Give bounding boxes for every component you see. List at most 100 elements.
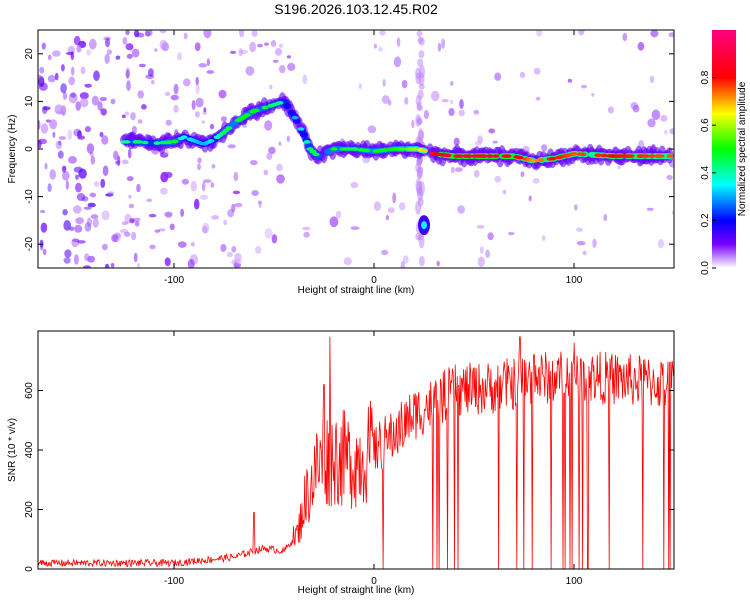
ridge-core: [579, 152, 587, 157]
noise-speckle: [73, 166, 83, 173]
noise-speckle: [541, 144, 548, 152]
noise-speckle: [137, 90, 144, 99]
noise-speckle: [89, 192, 97, 198]
noise-speckle: [195, 76, 199, 86]
noise-speckle: [183, 32, 188, 40]
noise-speckle: [84, 222, 92, 232]
noise-speckle: [519, 71, 526, 79]
ridge-core: [411, 147, 419, 151]
noise-speckle: [159, 39, 168, 50]
snr-x-tick-label: 0: [371, 576, 377, 587]
noise-speckle: [329, 216, 339, 228]
noise-speckle: [107, 191, 115, 195]
colorbar-tick-label: 0.4: [700, 165, 711, 179]
ridge-core: [399, 147, 407, 151]
noise-speckle: [173, 83, 179, 95]
noise-speckle: [578, 30, 585, 36]
noise-column: [418, 50, 425, 59]
ridge-core: [516, 155, 524, 160]
noise-speckle: [173, 104, 179, 113]
noise-speckle: [161, 42, 170, 52]
noise-speckle: [576, 227, 583, 232]
noise-speckle: [436, 260, 440, 267]
spectrogram-y-axis-label: Frequency (Hz): [7, 115, 18, 184]
noise-speckle: [646, 207, 654, 211]
noise-speckle: [206, 58, 210, 67]
snr-y-tick-label: 600: [24, 382, 35, 399]
noise-speckle: [187, 259, 195, 268]
noise-speckle: [40, 222, 48, 233]
noise-speckle: [124, 213, 132, 224]
noise-speckle: [92, 218, 99, 228]
noise-speckle: [385, 214, 389, 221]
ridge-core: [141, 140, 149, 145]
noise-column: [419, 64, 425, 79]
noise-speckle: [201, 181, 206, 192]
noise-speckle: [231, 246, 237, 253]
noise-speckle: [402, 255, 409, 264]
noise-speckle: [392, 192, 397, 204]
noise-speckle: [234, 202, 243, 208]
noise-column: [418, 83, 425, 90]
noise-speckle: [286, 135, 291, 142]
noise-speckle: [136, 183, 141, 193]
noise-speckle: [169, 223, 175, 231]
noise-speckle: [382, 78, 386, 87]
noise-speckle: [257, 200, 262, 205]
noise-speckle: [148, 213, 157, 218]
ridge-core: [420, 149, 428, 153]
noise-speckle: [129, 218, 135, 224]
noise-speckle: [62, 92, 68, 100]
spectrogram-y-tick-label: -20: [24, 237, 35, 252]
noise-speckle: [133, 30, 140, 38]
ridge-core: [642, 154, 650, 158]
noise-speckle: [58, 136, 67, 140]
noise-speckle: [507, 231, 515, 236]
ridge-core: [261, 105, 269, 110]
noise-speckle: [121, 159, 129, 165]
noise-speckle: [668, 32, 674, 38]
ridge-core: [537, 158, 545, 162]
noise-speckle: [194, 111, 200, 118]
noise-speckle: [250, 160, 258, 166]
noise-speckle: [381, 249, 389, 256]
noise-speckle: [93, 181, 100, 187]
ridge-core: [303, 140, 311, 144]
noise-speckle: [487, 232, 494, 241]
ridge-core: [492, 154, 500, 158]
noise-column: [417, 197, 424, 207]
noise-speckle: [117, 155, 121, 167]
noise-speckle: [473, 109, 480, 115]
noise-speckle: [76, 193, 86, 201]
noise-speckle: [87, 255, 95, 263]
noise-speckle: [145, 31, 151, 37]
noise-speckle: [42, 106, 51, 111]
noise-speckle: [477, 135, 484, 144]
noise-speckle: [44, 162, 48, 170]
noise-speckle: [459, 99, 464, 109]
spectrogram-x-tick-label: 0: [371, 275, 377, 286]
noise-speckle: [64, 249, 72, 258]
noise-speckle: [453, 137, 460, 146]
noise-speckle: [104, 263, 110, 268]
noise-speckle: [105, 193, 114, 197]
noise-speckle: [128, 203, 135, 209]
noise-speckle: [381, 95, 390, 104]
noise-speckle: [62, 166, 67, 171]
colorbar-ticks: 0.0 0.2 0.4 0.6 0.8: [700, 70, 716, 275]
noise-speckle: [159, 30, 167, 34]
noise-speckle: [231, 203, 236, 213]
noise-speckle: [203, 30, 212, 39]
ridge-core: [252, 108, 260, 113]
noise-speckle: [75, 182, 82, 193]
noise-speckle: [164, 171, 173, 179]
spectrogram-y-tick-label: 0: [24, 146, 35, 152]
noise-speckle: [106, 49, 113, 55]
noise-speckle: [39, 66, 45, 74]
noise-speckle: [170, 94, 179, 101]
noise-speckle: [396, 37, 401, 47]
noise-speckle: [70, 51, 75, 61]
noise-speckle: [154, 229, 161, 233]
noise-column: [416, 116, 423, 124]
noise-speckle: [650, 30, 658, 37]
